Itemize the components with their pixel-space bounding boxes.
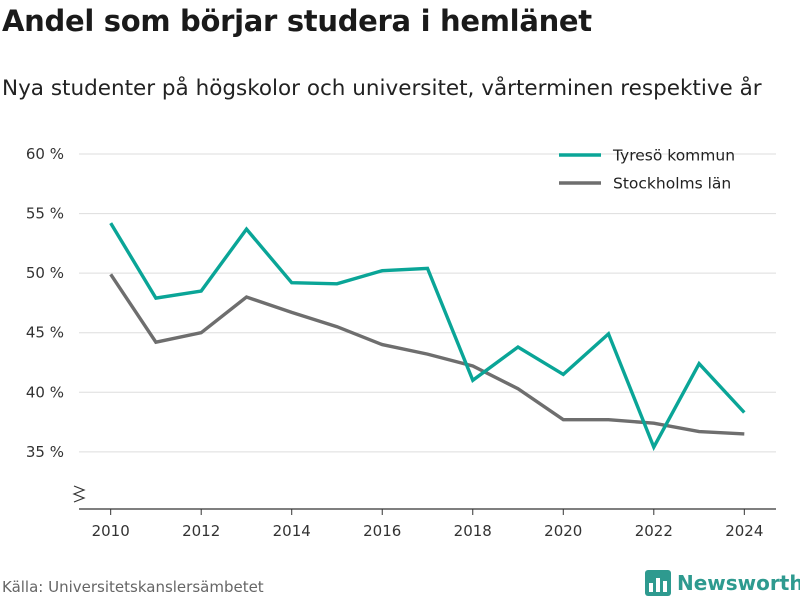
x-tick-label: 2016	[363, 522, 401, 540]
legend: Tyresö kommun Stockholms län	[559, 147, 735, 193]
y-tick-label: 35 %	[26, 443, 64, 461]
x-tick-label: 2024	[725, 522, 763, 540]
y-tick-label: 60 %	[26, 145, 64, 163]
legend-item-stockholm: Stockholms län	[559, 175, 731, 193]
grid-lines	[79, 153, 776, 453]
y-tick-label: 50 %	[26, 264, 64, 282]
y-tick-label: 55 %	[26, 205, 64, 223]
x-tick-label: 2010	[92, 522, 130, 540]
brand-name: Newsworthy	[677, 571, 800, 595]
legend-label: Tyresö kommun	[612, 147, 735, 165]
x-axis	[72, 485, 776, 510]
source-note: Källa: Universitetskanslersämbetet	[2, 578, 264, 596]
chart-title: Andel som börjar studera i hemlänet	[2, 4, 592, 38]
y-axis-ticks: 35 % 40 % 45 % 50 % 55 % 60 %	[26, 145, 64, 461]
x-tick-label: 2018	[454, 522, 492, 540]
x-tick-label: 2012	[182, 522, 220, 540]
x-axis-ticks: 2010 2012 2014 2016 2018 2020 2022 2024	[92, 509, 763, 540]
series-line-tyreso	[109, 222, 746, 452]
x-tick-label: 2014	[273, 522, 311, 540]
x-tick-label: 2020	[544, 522, 582, 540]
x-tick-label: 2022	[635, 522, 673, 540]
y-tick-label: 45 %	[26, 324, 64, 342]
bar-chart-logo-icon	[645, 570, 671, 596]
axis-break-icon	[72, 485, 86, 503]
legend-label: Stockholms län	[613, 175, 731, 193]
series-line-stockholm	[109, 273, 745, 436]
brand-logo: Newsworthy	[645, 570, 800, 596]
series-lines	[109, 222, 746, 452]
chart-subtitle: Nya studenter på högskolor och universit…	[2, 76, 762, 101]
y-tick-label: 40 %	[26, 383, 64, 401]
legend-item-tyreso: Tyresö kommun	[559, 147, 735, 165]
